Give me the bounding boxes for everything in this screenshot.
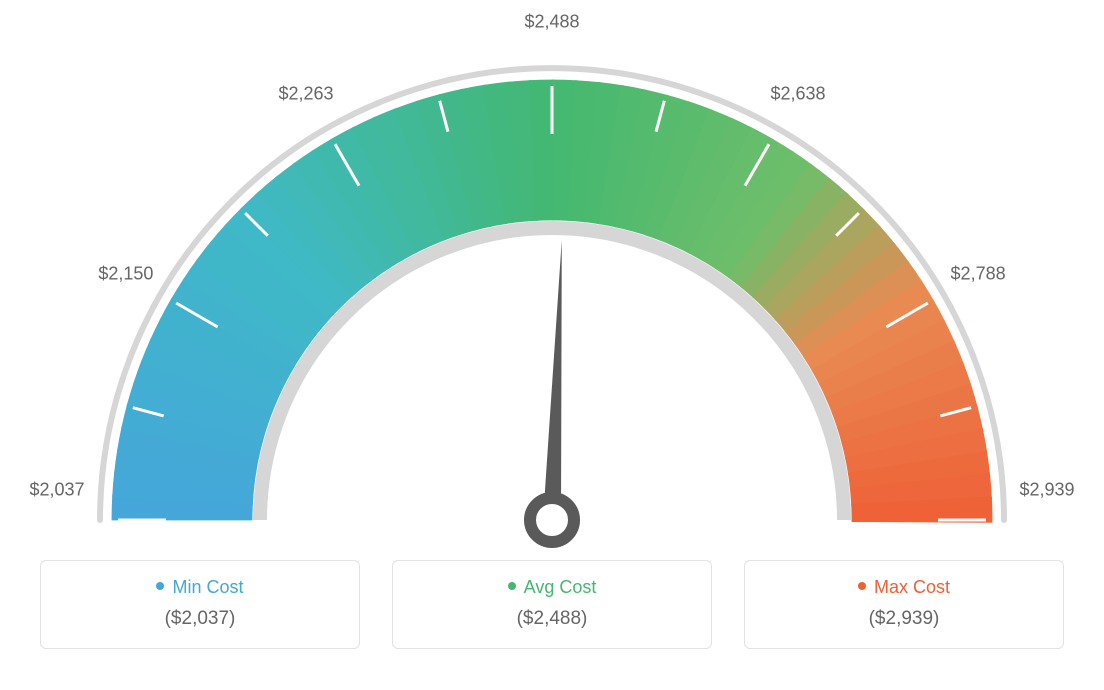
min-cost-title: Min Cost: [65, 577, 335, 598]
max-cost-title: Max Cost: [769, 577, 1039, 598]
min-cost-title-text: Min Cost: [172, 577, 243, 597]
avg-cost-title-text: Avg Cost: [524, 577, 597, 597]
gauge-label: $2,037: [29, 480, 84, 501]
gauge-label: $2,939: [1019, 480, 1074, 501]
max-cost-card: Max Cost ($2,939): [744, 560, 1064, 649]
gauge-label: $2,150: [98, 264, 153, 285]
dot-icon: [508, 582, 516, 590]
max-cost-value: ($2,939): [769, 608, 1039, 630]
dot-icon: [156, 582, 164, 590]
gauge-chart: $2,037 $2,150 $2,263 $2,488 $2,638 $2,788 $2,9…: [0, 0, 1104, 560]
dot-icon: [858, 582, 866, 590]
gauge-label: $2,788: [951, 264, 1006, 285]
max-cost-title-text: Max Cost: [874, 577, 950, 597]
min-cost-card: Min Cost ($2,037): [40, 560, 360, 649]
avg-cost-value: ($2,488): [417, 608, 687, 630]
avg-cost-card: Avg Cost ($2,488): [392, 560, 712, 649]
gauge-label: $2,638: [770, 83, 825, 104]
avg-cost-title: Avg Cost: [417, 577, 687, 598]
gauge-label: $2,263: [278, 83, 333, 104]
summary-cards: Min Cost ($2,037) Avg Cost ($2,488) Max …: [0, 560, 1104, 649]
min-cost-value: ($2,037): [65, 608, 335, 630]
gauge-label: $2,488: [524, 12, 579, 33]
